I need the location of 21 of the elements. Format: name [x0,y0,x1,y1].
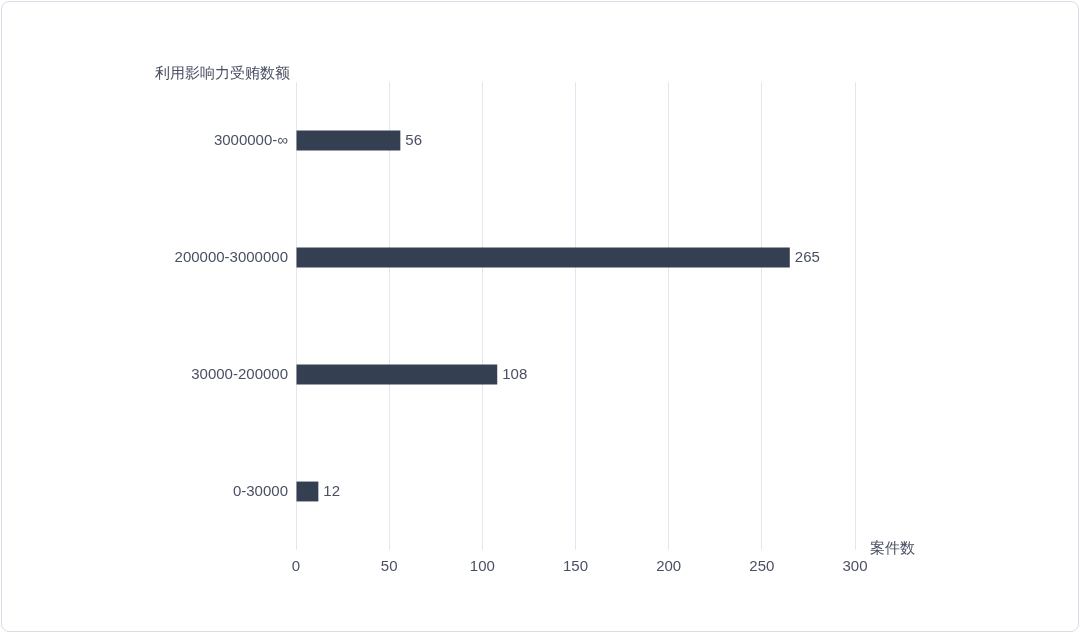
x-tick-label: 100 [469,557,495,575]
data-label: 265 [794,247,820,265]
x-tick-label: 150 [562,557,589,575]
bar [296,364,498,385]
bar [296,481,319,502]
x-tick-label: 0 [291,557,301,575]
y-tick-label: 30000-200000 [191,364,288,382]
x-tick-label: 250 [749,557,775,575]
data-label: 12 [323,481,341,499]
bar [296,247,790,268]
y-tick-label: 0-30000 [232,481,288,499]
y-tick-label: 200000-3000000 [174,247,288,265]
data-label: 56 [405,130,423,148]
y-axis-title: 利用影响力受贿数额 [154,64,290,82]
x-tick-label: 50 [380,557,398,575]
data-label: 108 [502,364,528,382]
x-axis-title: 案件数 [870,539,915,557]
x-tick-label: 300 [842,557,868,575]
bar [296,130,401,151]
x-tick-label: 200 [656,557,682,575]
y-tick-label: 3000000-∞ [213,130,289,148]
